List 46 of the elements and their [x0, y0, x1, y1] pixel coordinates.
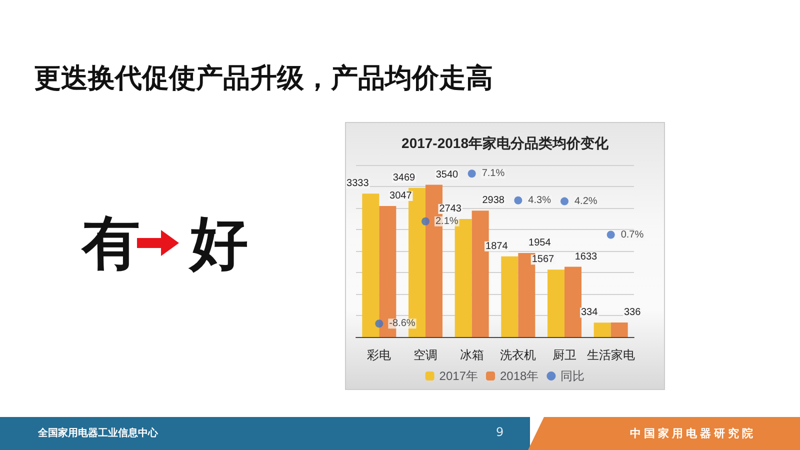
text: 9 — [496, 425, 504, 439]
x-tick-label: 厨卫 — [552, 348, 576, 362]
bar — [594, 322, 611, 337]
legend-label: 同比 — [560, 369, 585, 383]
data-label: 1954 — [528, 237, 552, 248]
bar — [501, 256, 518, 337]
text: 中国家用电器研究院 — [630, 426, 756, 441]
point — [422, 217, 430, 226]
bar — [362, 194, 380, 337]
data-label: 1567 — [532, 254, 555, 266]
data-label: 2.1% — [436, 216, 458, 227]
data-label: 1633 — [574, 251, 598, 262]
data-label: 1874 — [486, 240, 508, 252]
point — [606, 230, 615, 239]
bar — [548, 270, 564, 337]
bar — [610, 322, 628, 337]
data-label: 3469 — [392, 172, 416, 184]
data-label: 7.1% — [482, 168, 505, 180]
x-tick-label: 冰箱 — [460, 348, 484, 362]
point — [375, 320, 384, 328]
data-label: 4.3% — [528, 194, 552, 206]
data-label: 2938 — [482, 195, 505, 206]
data-label: 336 — [624, 307, 642, 318]
data-label: -8.6% — [389, 318, 416, 330]
text: 好 — [190, 208, 248, 279]
text: 全国家用电器工业信息中心 — [38, 426, 158, 440]
x-tick-label: 洗衣机 — [500, 348, 536, 362]
data-label: 3047 — [390, 190, 412, 202]
legend-label: 2017年 — [439, 369, 478, 383]
data-label: 4.2% — [574, 196, 598, 207]
legend-label: 2018年 — [500, 369, 539, 383]
x-tick-label: 空调 — [414, 348, 438, 362]
text: 更迭换代促使产品升级，产品均价走高 — [34, 62, 493, 96]
data-label: 3333 — [346, 178, 370, 190]
text: 有 — [82, 208, 140, 279]
chart-title: 2017-2018年家电分品类均价变化 — [402, 135, 610, 151]
data-label: 2743 — [439, 204, 462, 215]
point — [514, 196, 522, 204]
bar — [564, 266, 582, 337]
point — [468, 170, 476, 178]
data-label: 3540 — [436, 169, 459, 180]
data-label: 0.7% — [620, 229, 644, 240]
data-label: 334 — [580, 307, 598, 318]
point — [560, 197, 568, 206]
x-tick-label: 彩电 — [367, 348, 392, 362]
x-tick-label: 生活家电 — [586, 348, 635, 362]
